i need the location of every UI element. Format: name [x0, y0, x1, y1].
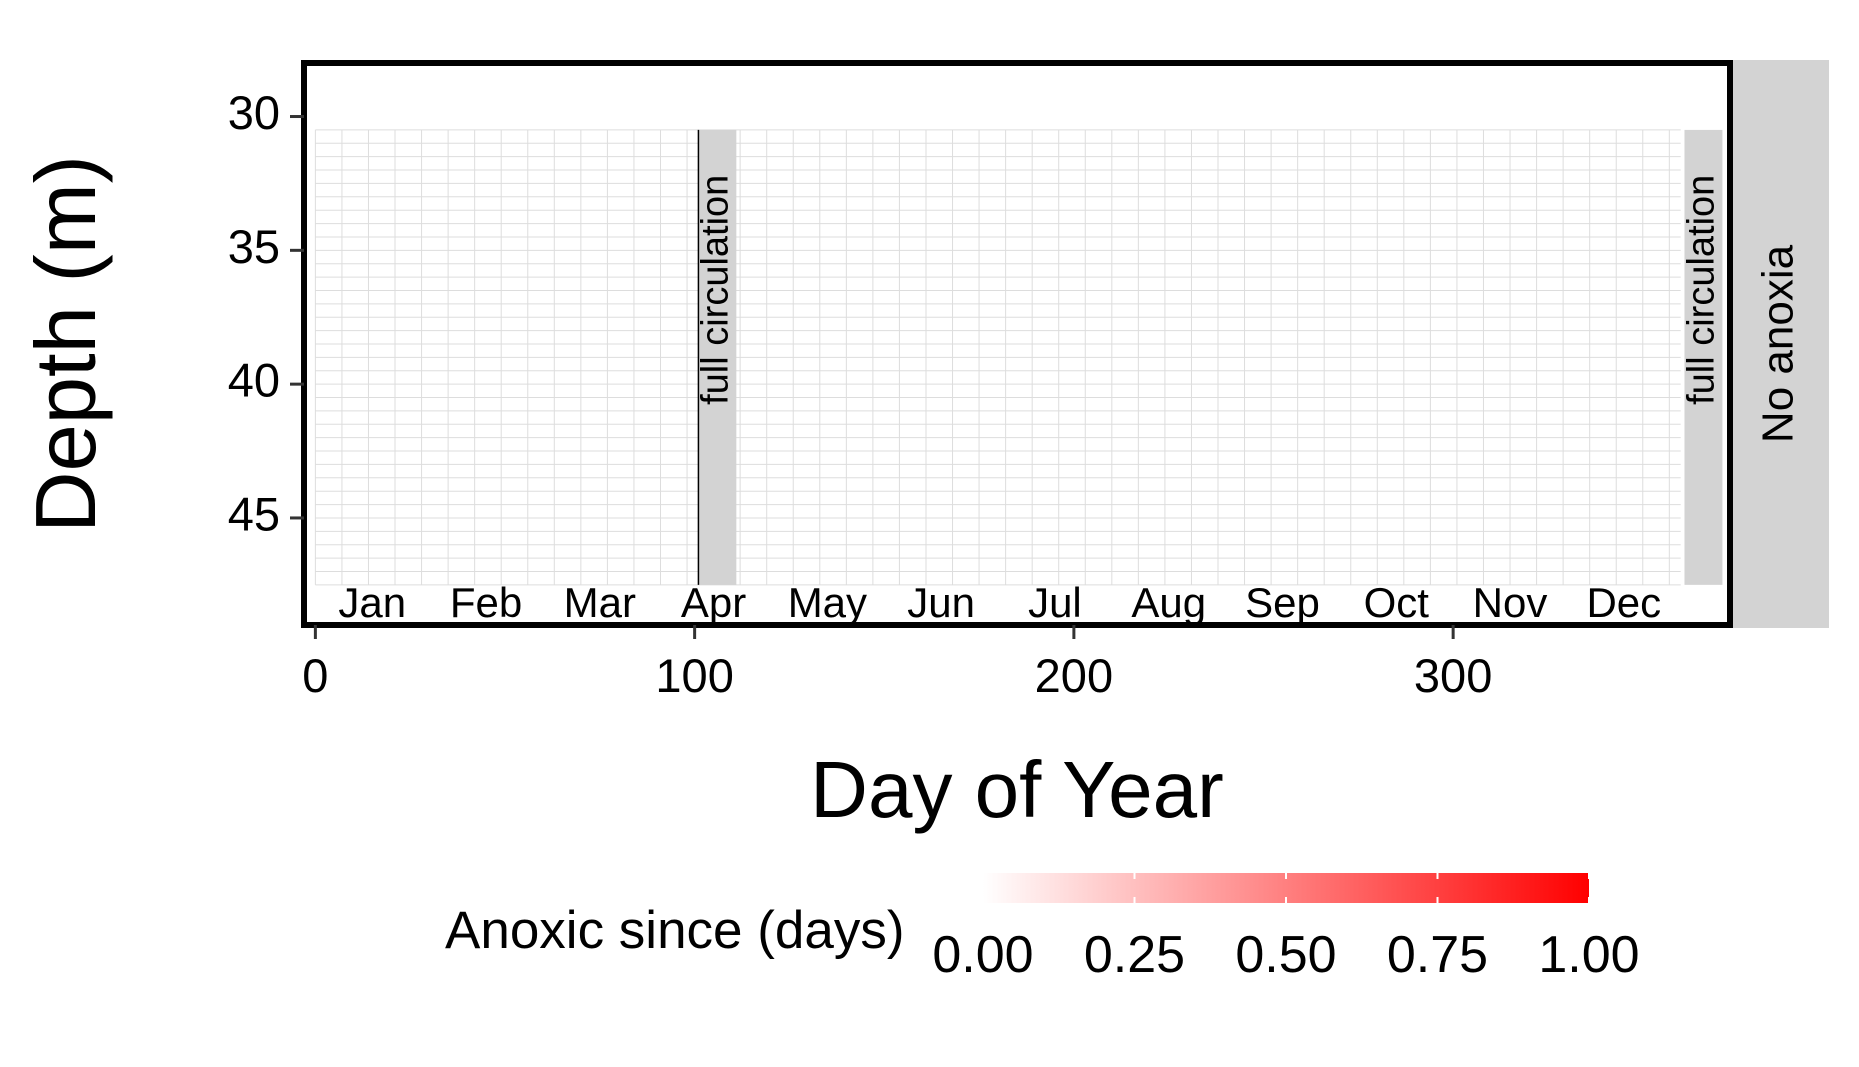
panel-border — [301, 60, 1733, 628]
y-axis-title: Depth (m) — [19, 155, 114, 533]
y-tick-label: 45 — [228, 487, 280, 540]
legend-tick-label: 0.25 — [1084, 926, 1185, 984]
grid-lines — [314, 129, 1681, 586]
legend-tick-label: 1.00 — [1538, 926, 1639, 984]
month-label: Apr — [681, 579, 746, 626]
month-labels: Jan Feb Mar Apr May Jun Jul Aug Sep Oct Nov Dec — [338, 579, 1661, 626]
axes: 30 35 40 45 0 100 200 300 — [228, 86, 1493, 702]
facet-strip — [1733, 60, 1829, 628]
annotation-label: full circulation — [1680, 175, 1722, 405]
annotation-band — [1684, 129, 1723, 585]
legend-tick-label: 0.50 — [1235, 926, 1336, 984]
legend-tick-label: 0.75 — [1387, 926, 1488, 984]
x-tick-label: 100 — [655, 649, 733, 702]
legend-title: Anoxic since (days) — [445, 901, 905, 960]
legend-tick-label: 0.00 — [932, 926, 1033, 984]
annotations: full circulation full circulation — [694, 129, 1723, 585]
y-tick-label: 35 — [228, 220, 280, 273]
month-label: Sep — [1245, 579, 1320, 626]
month-label: Nov — [1473, 579, 1548, 626]
y-tick-label: 30 — [228, 86, 280, 139]
month-label: Aug — [1131, 579, 1206, 626]
annotation-band — [698, 129, 737, 585]
y-tick-label: 40 — [228, 354, 280, 407]
month-label: May — [788, 579, 867, 626]
legend: Anoxic since (days) 0.00 0.25 0.50 0.75 1.00 — [445, 873, 1640, 984]
x-tick-label: 300 — [1414, 649, 1492, 702]
month-label: Jun — [907, 579, 975, 626]
month-label: Dec — [1586, 579, 1661, 626]
month-label: Oct — [1364, 579, 1430, 626]
month-label: Jul — [1028, 579, 1082, 626]
month-label: Mar — [564, 579, 636, 626]
x-tick-label: 0 — [302, 649, 328, 702]
month-label: Feb — [450, 579, 522, 626]
x-axis-title: Day of Year — [810, 745, 1224, 834]
month-label: Jan — [338, 579, 406, 626]
annotation-label: full circulation — [694, 175, 736, 405]
x-tick-label: 200 — [1035, 649, 1113, 702]
facet-label: No anoxia — [1754, 244, 1803, 443]
